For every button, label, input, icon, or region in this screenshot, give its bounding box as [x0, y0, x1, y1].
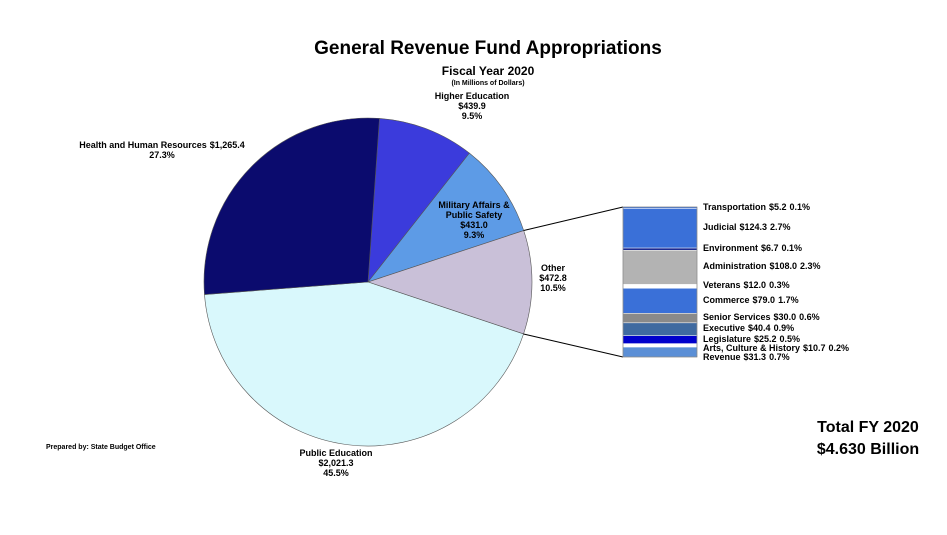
bar-label: Administration $108.0 2.3% [703, 262, 821, 271]
bar-amount: $108.0 [769, 261, 798, 272]
slice-amount: $439.9 [458, 101, 486, 111]
bar-name: Arts, Culture & History [703, 342, 801, 353]
slice-amount: $1,265.4 [209, 140, 245, 150]
chart-title: General Revenue Fund Appropriations [314, 38, 662, 59]
bar-name: Senior Services [703, 312, 771, 323]
connector-line [523, 333, 624, 358]
bar-label: Legislature $25.2 0.5% [703, 333, 801, 344]
bar-percent: 0.1% [789, 201, 811, 212]
slice-name: Higher Education [434, 91, 510, 101]
bar-amount: $124.3 [739, 222, 768, 233]
slice-percent: 45.5% [323, 468, 349, 478]
slice-percent: 10.5% [540, 283, 566, 293]
bar-segment [622, 208, 698, 249]
bar-percent: 2.3% [800, 261, 821, 272]
bar-amount: $25.2 [754, 333, 777, 344]
units-note: (In Millions of Dollars) [451, 80, 525, 87]
pie-slice [204, 281, 524, 447]
bar-label: Judicial $124.3 2.7% [703, 223, 791, 232]
bar-name: Judicial [703, 222, 737, 233]
pie-slice [367, 118, 470, 283]
slice-name: Public Education [299, 448, 373, 458]
bar-percent: 0.6% [799, 312, 820, 323]
pie-slice [367, 152, 525, 283]
slice-label: Public Education $2,021.3 45.5% [276, 448, 396, 478]
bar-amount: $79.0 [752, 294, 776, 305]
bar-segment [622, 284, 698, 289]
bar-label: Environment $6.7 0.1% [703, 244, 802, 253]
slice-name: Other [540, 263, 565, 273]
slice-percent: 27.3% [149, 150, 175, 160]
bar-name: Environment [703, 243, 759, 254]
bar-amount: $40.4 [748, 323, 771, 334]
chart-subtitle: Fiscal Year 2020 [441, 64, 535, 78]
bar-percent: 2.7% [770, 222, 791, 233]
bar-segment [622, 322, 698, 336]
source-note: Prepared by: State Budget Office [46, 444, 156, 451]
slice-label: Other $472.8 10.5% [527, 263, 579, 293]
slice-amount: $472.8 [539, 273, 567, 283]
slice-percent: 9.5% [461, 111, 483, 121]
pie-slice [367, 230, 533, 335]
bar-amount: $30.0 [773, 312, 797, 323]
bar-name: Administration [703, 261, 767, 272]
bar-segment [622, 343, 698, 348]
slice-amount: $2,021.3 [318, 458, 354, 468]
bar-segment [622, 247, 698, 251]
bar-segment [622, 346, 698, 358]
bar-label: Revenue $31.3 0.7% [703, 353, 790, 362]
bar-amount: $5.2 [769, 201, 787, 212]
total-title: Total FY 2020 [817, 419, 919, 436]
bar-amount: $31.3 [743, 352, 767, 363]
bar-label: Veterans $12.0 0.3% [703, 281, 790, 290]
pie-slice [203, 117, 380, 295]
bar-name: Legislature [703, 333, 752, 344]
bar-percent: 0.5% [779, 333, 801, 344]
bar-segment [622, 288, 698, 314]
bar-amount: $10.7 [803, 342, 826, 353]
slice-amount: $431.0 [460, 220, 488, 230]
connector-line [523, 206, 624, 232]
slice-label: Military Affairs & Public Safety $431.0 9.… [424, 200, 524, 240]
bar-label: Senior Services $30.0 0.6% [703, 313, 820, 322]
bar-name: Veterans [703, 280, 741, 291]
bar-label: Arts, Culture & History $10.7 0.2% [703, 342, 850, 353]
slice-percent: 9.3% [463, 230, 485, 240]
bar-name: Executive [703, 323, 746, 334]
total-value: $4.630 Billion [816, 441, 920, 458]
slice-label: Higher Education $439.9 9.5% [412, 91, 532, 121]
bar-segment [622, 249, 698, 285]
bar-percent: 0.9% [773, 323, 795, 334]
bar-segment [622, 335, 698, 344]
slice-label: Health and Human Resources $1,265.4 27.3% [42, 140, 282, 160]
bar-label: Executive $40.4 0.9% [703, 324, 794, 333]
bar-name: Revenue [703, 352, 741, 363]
bar-percent: 0.2% [828, 342, 850, 353]
bar-percent: 1.7% [778, 294, 799, 305]
bar-percent: 0.1% [781, 243, 803, 254]
bar-name: Commerce [703, 294, 750, 305]
bar-label: Commerce $79.0 1.7% [703, 294, 799, 305]
bar-label: Transportation $5.2 0.1% [703, 201, 811, 212]
bar-segment [622, 313, 698, 324]
bar-outline [622, 206, 698, 358]
bar-amount: $6.7 [761, 243, 779, 254]
bar-percent: 0.7% [769, 352, 790, 363]
slice-name: Military Affairs & Public Safety [438, 200, 510, 220]
slice-name: Health and Human Resources [79, 140, 207, 150]
bar-amount: $12.0 [743, 280, 767, 291]
bar-percent: 0.3% [769, 280, 790, 291]
bar-name: Transportation [703, 201, 767, 212]
